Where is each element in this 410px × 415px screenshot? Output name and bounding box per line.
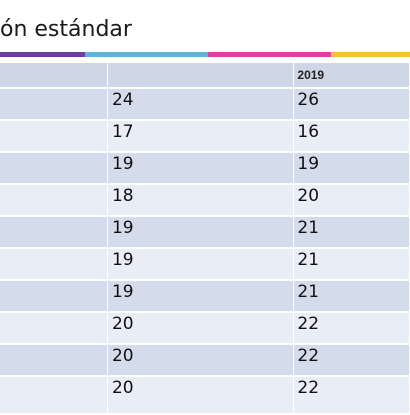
table-row: 20 22 <box>0 376 410 415</box>
table-row: 19 21 <box>0 216 410 249</box>
value-cell-col1: 18 <box>107 184 295 217</box>
table-body: 24 26 17 16 19 19 18 20 19 21 19 21 19 21 20 22 20 22 20 22 <box>0 88 410 415</box>
color-bar-segment <box>208 52 331 57</box>
value-cell-2019: 21 <box>293 248 410 281</box>
row-label-cell <box>0 216 108 249</box>
value-cell-2019: 16 <box>293 120 410 153</box>
table-row: 19 21 <box>0 248 410 281</box>
value-cell-col1: 19 <box>107 280 295 313</box>
row-label-cell <box>0 280 108 313</box>
value-cell-2019: 21 <box>293 280 410 313</box>
table-row: 20 22 <box>0 312 410 345</box>
header-cell-col1 <box>107 63 295 89</box>
color-bar-segment <box>0 52 85 57</box>
value-cell-2019: 21 <box>293 216 410 249</box>
color-accent-bar <box>0 52 410 57</box>
table-row: 17 16 <box>0 120 410 153</box>
row-label-cell <box>0 312 108 345</box>
data-table: 2019 24 26 17 16 19 19 18 20 19 21 19 21 19 21 20 22 20 2… <box>0 63 410 415</box>
table-row: 20 22 <box>0 344 410 377</box>
value-cell-col1: 19 <box>107 216 295 249</box>
table-row: 19 19 <box>0 152 410 185</box>
table-row: 19 21 <box>0 280 410 313</box>
color-bar-segment <box>331 52 410 57</box>
value-cell-2019: 20 <box>293 184 410 217</box>
value-cell-col1: 19 <box>107 152 295 185</box>
table-row: 24 26 <box>0 88 410 121</box>
value-cell-2019: 22 <box>293 344 410 377</box>
value-cell-2019: 19 <box>293 152 410 185</box>
header-cell-label <box>0 63 108 89</box>
value-cell-col1: 17 <box>107 120 295 153</box>
header-cell-2019: 2019 <box>293 63 410 89</box>
value-cell-col1: 20 <box>107 344 295 377</box>
row-label-cell <box>0 152 108 185</box>
row-label-cell <box>0 88 108 121</box>
value-cell-2019: 26 <box>293 88 410 121</box>
value-cell-col1: 20 <box>107 376 295 415</box>
value-cell-2019: 22 <box>293 376 410 415</box>
row-label-cell <box>0 184 108 217</box>
value-cell-2019: 22 <box>293 312 410 345</box>
row-label-cell <box>0 376 108 415</box>
value-cell-col1: 19 <box>107 248 295 281</box>
row-label-cell <box>0 120 108 153</box>
color-bar-segment <box>85 52 208 57</box>
table-row: 18 20 <box>0 184 410 217</box>
value-cell-col1: 24 <box>107 88 295 121</box>
row-label-cell <box>0 344 108 377</box>
value-cell-col1: 20 <box>107 312 295 345</box>
row-label-cell <box>0 248 108 281</box>
slide-title: ón estándar <box>0 17 132 42</box>
table-header-row: 2019 <box>0 63 410 89</box>
